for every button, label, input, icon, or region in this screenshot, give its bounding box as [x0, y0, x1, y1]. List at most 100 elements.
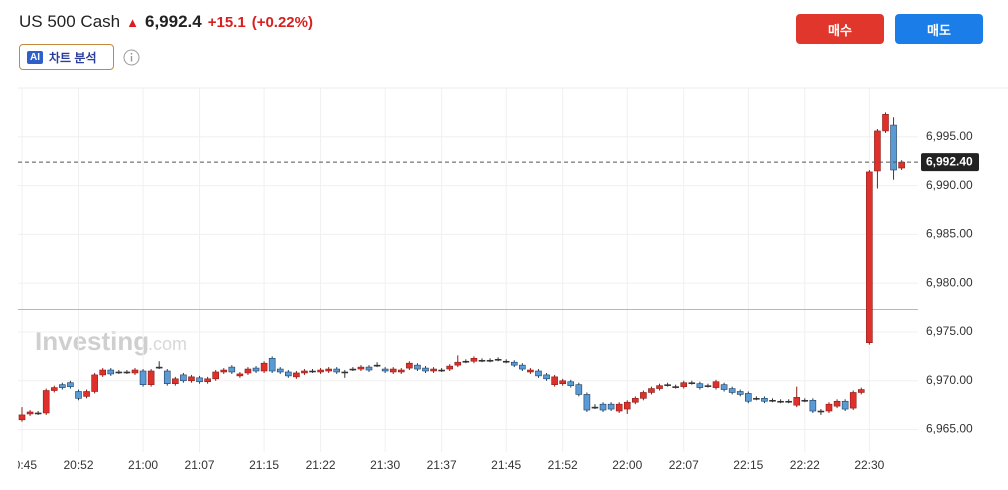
candle-body	[841, 400, 849, 410]
candle-body	[664, 384, 671, 386]
candle-body	[236, 373, 244, 377]
candle-body	[494, 358, 502, 361]
candle-body	[204, 378, 211, 383]
y-tick-label: 6,990.00	[926, 178, 973, 192]
y-tick-label: 6,985.00	[926, 227, 973, 241]
x-tick-label: 21:30	[370, 458, 400, 472]
candle-body	[83, 391, 90, 397]
candle-body	[623, 401, 631, 410]
candle-body	[293, 372, 300, 378]
candle-body	[470, 358, 478, 362]
x-tick-label: 21:00	[128, 458, 158, 472]
sell-button[interactable]: 매도	[895, 14, 983, 44]
candle-body	[753, 398, 760, 400]
candle-body	[430, 368, 437, 372]
candle-body	[18, 414, 26, 421]
candle-body	[866, 171, 873, 344]
candle-body	[99, 369, 106, 376]
candle-body	[115, 371, 123, 374]
price: 6,992.4	[145, 12, 202, 31]
candle-body	[462, 360, 470, 363]
candle-body	[696, 383, 704, 388]
x-tick-label: 21:15	[249, 458, 279, 472]
candle-body	[656, 385, 663, 389]
candle-body	[268, 358, 276, 372]
candle-body	[543, 374, 550, 380]
candle-body	[91, 374, 98, 392]
candle-body	[486, 359, 494, 362]
candle-body	[42, 390, 50, 414]
x-tick-label: 20:52	[63, 458, 93, 472]
candle-body	[139, 370, 147, 385]
candle-body	[607, 403, 615, 410]
candle-body	[575, 384, 583, 395]
candle-body	[744, 393, 752, 402]
watermark: Investing	[35, 326, 149, 356]
candle-body	[107, 369, 115, 375]
candle-body	[793, 397, 801, 406]
x-tick-label: 21:52	[548, 458, 578, 472]
candle-body	[728, 388, 736, 393]
candle-body	[301, 370, 308, 374]
x-tick-label: 20:45	[7, 458, 37, 472]
candle-body	[285, 371, 292, 377]
candle-body	[519, 364, 526, 370]
candle-body	[196, 377, 203, 383]
candle-body	[438, 369, 445, 372]
change-pct: (+0.22%)	[251, 14, 313, 31]
last-price-box	[921, 153, 979, 172]
candle-body	[857, 389, 865, 393]
candle-body	[704, 385, 712, 387]
candle-body	[123, 371, 131, 374]
candle-body	[535, 370, 542, 377]
candle-body	[365, 366, 373, 371]
buy-button[interactable]: 매수	[796, 14, 884, 44]
candle-body	[349, 368, 357, 371]
candle-body	[736, 391, 744, 395]
x-tick-label: 22:30	[854, 458, 884, 472]
candle-body	[341, 371, 349, 374]
y-tick-label: 6,995.00	[926, 129, 973, 143]
candle-body	[180, 374, 187, 382]
candle-body	[172, 378, 179, 384]
candle-body	[777, 400, 784, 403]
candle-body	[59, 384, 66, 388]
candle-body	[131, 369, 139, 374]
candle-body	[252, 367, 260, 372]
ai-analysis[interactable]: AI 차트 분석	[19, 44, 114, 70]
candle-body	[632, 398, 639, 403]
candle-body	[712, 381, 720, 388]
candle-body	[591, 406, 599, 409]
y-tick-label: 6,975.00	[926, 324, 973, 338]
x-tick-label: 22:07	[669, 458, 699, 472]
candle-body	[849, 392, 857, 409]
symbol: US 500 Cash	[19, 12, 121, 31]
candle-body	[50, 387, 58, 391]
info-icon[interactable]	[123, 49, 140, 66]
up-arrow: ▲	[126, 15, 139, 30]
candle-body	[309, 370, 316, 373]
candle-body	[212, 371, 219, 380]
candle-body	[357, 366, 365, 370]
candle-body	[155, 366, 163, 369]
candle-body	[422, 367, 429, 372]
candle-body	[397, 369, 405, 373]
candle-body	[147, 370, 155, 385]
y-tick-label: 6,980.00	[926, 275, 973, 289]
candle-body	[188, 376, 195, 382]
candle-body	[454, 361, 462, 366]
header: US 500 Cash ▲ 6,992.4 +15.1 (+0.22%)	[19, 12, 313, 32]
candle-body	[688, 382, 696, 385]
candle-body	[648, 388, 655, 393]
candle-body	[75, 391, 82, 399]
candle-body	[510, 361, 518, 366]
candle-body	[761, 398, 768, 402]
candle-body	[317, 369, 324, 373]
x-tick-label: 21:45	[491, 458, 521, 472]
y-tick-label: 6,970.00	[926, 373, 973, 387]
candle-body	[672, 386, 679, 388]
candle-body	[615, 403, 623, 412]
candle-body	[559, 380, 566, 384]
candle-body	[381, 368, 389, 372]
